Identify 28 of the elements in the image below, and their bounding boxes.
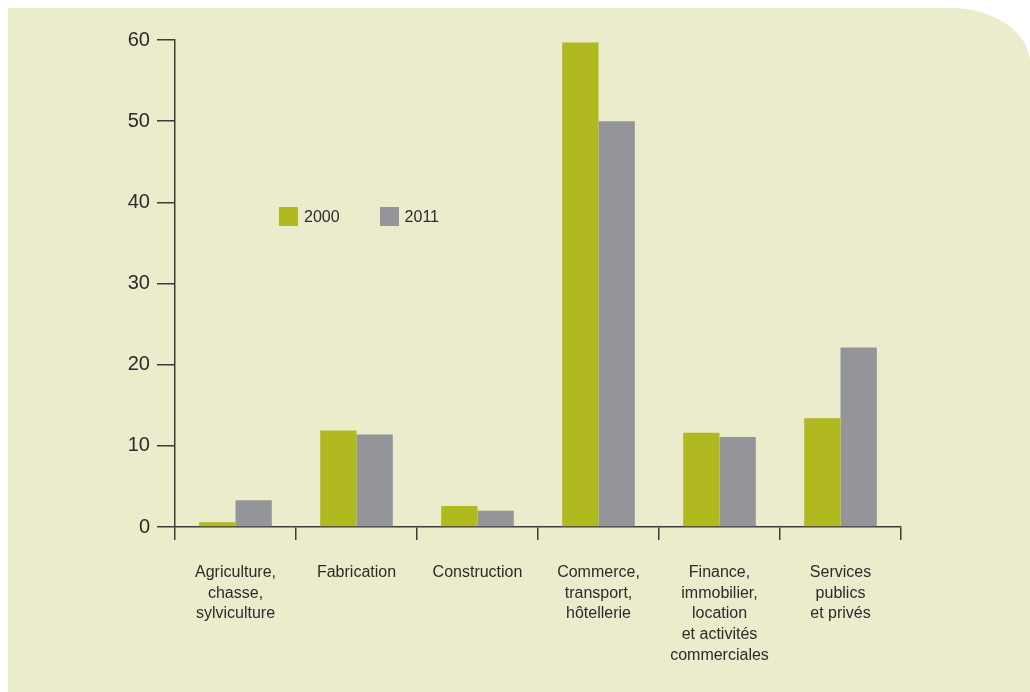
y-tick-label: 30	[127, 271, 150, 294]
panel: Agriculture, chasse, sylviculture Fabrication Construction Commerce, transport, hôtellerie Finance, immobilier, location et activités commerciales Services publics et privés 0 10 20 30 40 50 60 2000 2011	[8, 8, 1030, 692]
x-tick-label: Agriculture, chasse, sylviculture	[195, 562, 276, 622]
y-tick-label: 50	[127, 108, 150, 131]
bar	[477, 510, 514, 527]
bar	[598, 121, 635, 527]
bar	[320, 430, 357, 527]
legend-label: 2011	[404, 207, 439, 226]
y-tick-label: 20	[127, 352, 150, 375]
x-tick-label: Finance, immobilier, location et activités commerciales	[670, 562, 769, 664]
bar	[356, 434, 393, 527]
y-tick-label: 40	[127, 189, 150, 212]
bar	[719, 436, 756, 527]
bar	[804, 418, 841, 527]
bar	[840, 347, 877, 527]
bar	[235, 500, 272, 527]
bar	[562, 42, 599, 527]
bar	[441, 505, 478, 527]
bar	[199, 522, 236, 527]
x-tick-label: Fabrication	[316, 562, 397, 580]
x-tick-label: Services publics et privés	[809, 562, 872, 622]
y-tick-label: 60	[127, 27, 150, 50]
y-tick-label: 0	[138, 514, 150, 537]
legend-label: 2000	[304, 207, 340, 226]
x-tick-label: Commerce, transport, hôtellerie	[557, 562, 640, 622]
x-tick-label: Construction	[432, 562, 523, 580]
bar	[683, 432, 720, 527]
y-tick-label: 10	[127, 433, 150, 456]
